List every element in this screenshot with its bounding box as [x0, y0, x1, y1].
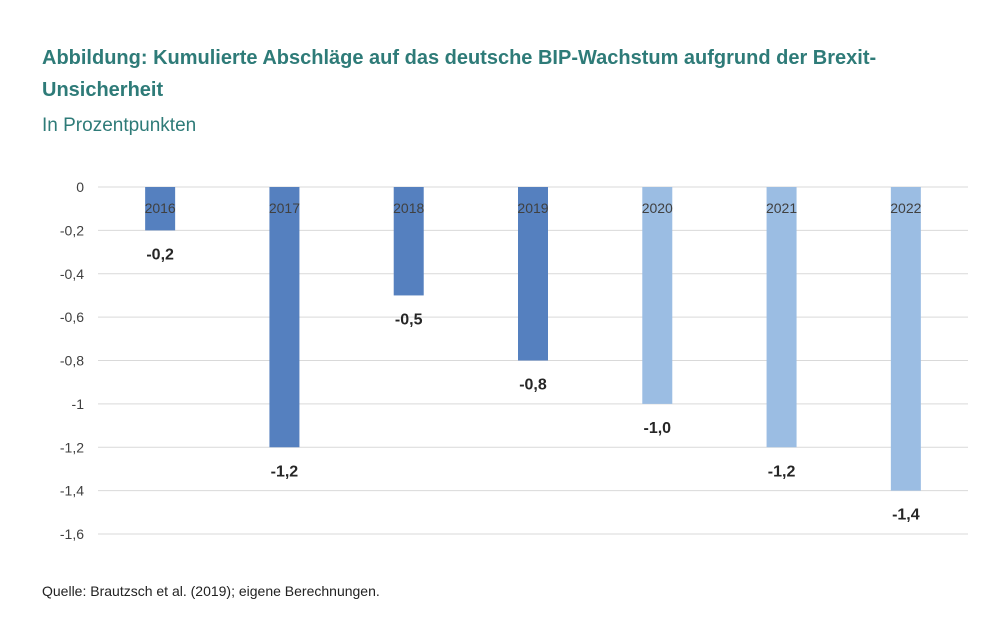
data-label-2021: -1,2 — [768, 463, 796, 480]
data-label-2018: -0,5 — [395, 311, 423, 328]
bar-2017 — [269, 187, 300, 448]
bars — [145, 187, 921, 491]
y-tick-label: -0,8 — [60, 353, 84, 369]
x-category-label: 2016 — [145, 200, 176, 216]
y-tick-label: -1,6 — [60, 526, 84, 542]
data-labels: -0,2 -1,2 -0,5 -0,8 -1,0 -1,2 -1,4 — [146, 246, 919, 523]
bar-2021 — [766, 187, 797, 448]
data-label-2019: -0,8 — [519, 377, 547, 394]
chart-title: Abbildung: Kumulierte Abschläge auf das … — [42, 47, 877, 101]
data-label-2017: -1,2 — [271, 463, 299, 480]
x-category-label: 2017 — [269, 200, 300, 216]
y-tick-label: -0,4 — [60, 266, 84, 282]
source-note: Quelle: Brautzsch et al. (2019); eigene … — [42, 583, 380, 599]
x-category-label: 2020 — [642, 200, 673, 216]
x-category-label: 2022 — [890, 200, 921, 216]
y-tick-label: -1 — [72, 396, 85, 412]
y-tick-label: -0,6 — [60, 309, 84, 325]
chart-subtitle: In Prozentpunkten — [42, 115, 197, 136]
bar-2022 — [890, 187, 921, 491]
bar-2016 — [145, 187, 176, 231]
y-tick-label: -0,2 — [60, 222, 84, 238]
bar-2018 — [393, 187, 424, 296]
y-tick-label: 0 — [76, 179, 84, 195]
bar-2019 — [518, 187, 548, 361]
x-category-label: 2021 — [766, 200, 797, 216]
data-label-2022: -1,4 — [892, 507, 920, 524]
y-axis-ticks: 0 -0,2 -0,4 -0,6 -0,8 -1 -1,2 -1,4 -1,6 — [60, 179, 84, 542]
x-category-label: 2019 — [517, 200, 548, 216]
y-tick-label: -1,4 — [60, 483, 84, 499]
data-label-2016: -0,2 — [146, 246, 174, 263]
x-category-label: 2018 — [393, 200, 424, 216]
y-tick-label: -1,2 — [60, 439, 84, 455]
bar-2020 — [642, 187, 673, 404]
category-labels: 2016 2017 2018 2019 2020 2021 2022 — [145, 200, 922, 216]
data-label-2020: -1,0 — [643, 420, 671, 437]
